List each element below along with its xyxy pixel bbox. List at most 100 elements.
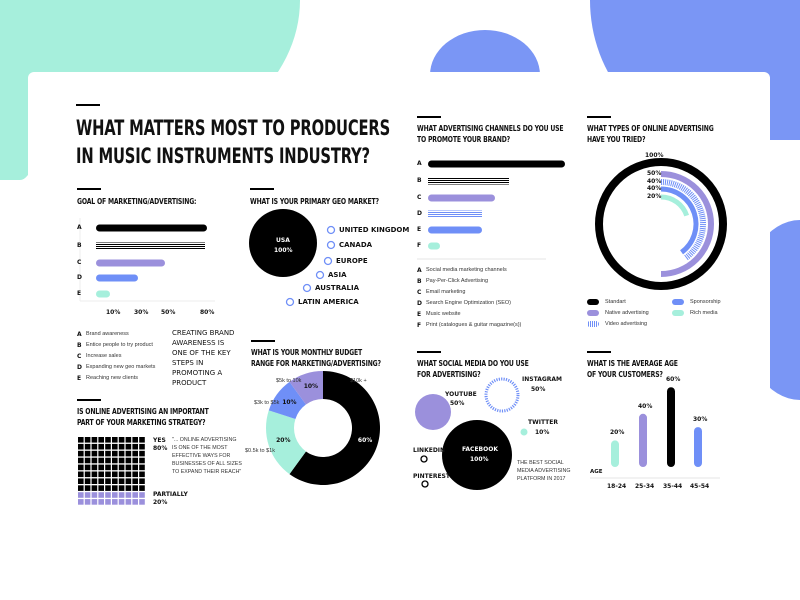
title-line: WHAT SOCIAL MEDIA DO YOU USE	[417, 359, 529, 368]
waffle-cell	[132, 485, 138, 491]
goal-note: STEPS IN	[172, 359, 204, 367]
age-tick-label: 35-44	[663, 483, 683, 490]
goal-legend-text: Reaching new clients	[86, 375, 138, 381]
type-legend-text: Video advertising	[605, 321, 648, 327]
channel-legend-key: E	[417, 311, 422, 318]
online-quote: TO EXPAND THEIR REACH"	[172, 469, 242, 475]
section-dash	[587, 116, 611, 118]
age-bar-value: 60%	[666, 376, 681, 384]
title-line: WHAT MATTERS MOST TO PRODUCERS	[76, 116, 391, 140]
title-line: FOR ADVERTISING?	[417, 370, 481, 379]
goal-legend-text: Brand awareness	[86, 331, 129, 337]
waffle-cell	[105, 464, 111, 471]
goal-legend-text: Entice people to try product	[86, 342, 153, 348]
goal-note: PRODUCT	[172, 379, 207, 387]
goal-note: CREATING BRAND	[172, 329, 235, 337]
types-title: WHAT TYPES OF ONLINE ADVERTISING HAVE YOU…	[587, 123, 714, 145]
waffle-cell	[78, 437, 84, 443]
type-value: 40%	[647, 185, 662, 192]
social-value: 100%	[470, 456, 489, 463]
geo-label: LATIN AMERICA	[298, 298, 359, 306]
waffle-cell	[125, 471, 132, 478]
channel-legend-key: F	[417, 322, 422, 329]
waffle-cell	[132, 478, 138, 484]
channel-legend-key: C	[417, 289, 422, 296]
waffle-cell	[125, 492, 132, 498]
waffle-cell	[112, 450, 118, 457]
waffle-cell	[132, 464, 138, 471]
waffle-cell	[91, 450, 98, 457]
goal-bar-B	[96, 242, 205, 250]
waffle-cell	[112, 485, 118, 491]
waffle-cell	[105, 457, 111, 464]
type-value: 100%	[645, 152, 664, 159]
channels-title: WHAT ADVERTISING CHANNELS DO YOU USE TO P…	[417, 123, 564, 145]
social-value: 50%	[450, 400, 465, 407]
waffle-cell	[132, 450, 138, 457]
title-dash	[76, 104, 100, 106]
budget-label: $5k to 10k	[276, 378, 302, 384]
type-legend-swatch	[587, 299, 599, 305]
waffle-cell	[118, 457, 125, 464]
geo-label: EUROPE	[336, 257, 368, 265]
waffle-cell	[118, 443, 125, 450]
online-quote: "... ONLINE ADVERTISING	[172, 437, 237, 443]
waffle-cell	[118, 464, 125, 471]
budget-slice	[289, 371, 323, 405]
channel-bar-C	[428, 194, 495, 202]
channel-bar-D	[428, 210, 482, 218]
section-dash	[417, 116, 441, 118]
title-line: TO PROMOTE YOUR BRAND?	[417, 135, 510, 144]
waffle-cell	[91, 478, 98, 484]
geo-label: ASIA	[328, 271, 347, 279]
channel-legend-text: Search Engine Optimization (SEO)	[426, 300, 511, 306]
waffle-cell	[118, 478, 125, 484]
waffle-cell	[139, 443, 145, 450]
waffle-cell	[132, 499, 138, 505]
type-value: 50%	[647, 170, 662, 177]
goal-tick-label: 80%	[200, 309, 215, 316]
goal-legend-key: A	[77, 331, 82, 338]
waffle-cell	[112, 478, 118, 484]
waffle-cell	[139, 485, 145, 491]
waffle-cell	[84, 478, 91, 484]
channel-legend-key: B	[417, 278, 422, 285]
waffle-cell	[84, 485, 91, 491]
waffle-cell	[78, 485, 84, 491]
geo-label: CANADA	[339, 241, 373, 249]
budget-label: $3k to $5k	[254, 400, 280, 406]
age-bar-35-44	[667, 387, 675, 467]
age-tick-label: 45-54	[690, 483, 710, 490]
geo-bubble	[326, 240, 336, 250]
age-bar-45-54	[694, 427, 702, 467]
page-title: WHAT MATTERS MOST TO PRODUCERS IN MUSIC I…	[76, 114, 390, 170]
title-line: RANGE FOR MARKETING/ADVERTISING?	[251, 359, 381, 368]
waffle-cell	[132, 492, 138, 498]
waffle-cell	[98, 499, 104, 505]
waffle-cell	[105, 478, 111, 484]
social-label: FACEBOOK	[462, 446, 498, 453]
waffle-cell	[84, 443, 91, 450]
geo-label: AUSTRALIA	[315, 284, 359, 292]
usa-label: USA	[276, 237, 290, 244]
waffle-cell	[84, 499, 91, 505]
waffle-cell	[125, 457, 132, 464]
title-line: PART OF YOUR MARKETING STRATEGY?	[77, 418, 206, 427]
waffle-cell	[78, 464, 84, 471]
geo-bubble	[285, 297, 295, 307]
waffle-cell	[91, 492, 98, 498]
social-label: YOUTUBE	[445, 391, 477, 398]
geo-bubble	[326, 225, 336, 235]
budget-slice-value: 10%	[303, 383, 319, 391]
partially-value: 20%	[153, 499, 168, 506]
section-dash	[77, 188, 101, 190]
social-label: LINKEDIN	[413, 447, 446, 454]
waffle-cell	[78, 478, 84, 484]
type-legend-text: Sponsorship	[690, 299, 721, 305]
waffle-cell	[91, 443, 98, 450]
goal-bar-C	[96, 259, 165, 267]
waffle-cell	[91, 485, 98, 491]
goal-legend-key: C	[77, 353, 82, 360]
title-line: IN MUSIC INSTRUMENTS INDUSTRY?	[76, 144, 370, 168]
goal-tick-label: 30%	[134, 309, 149, 316]
